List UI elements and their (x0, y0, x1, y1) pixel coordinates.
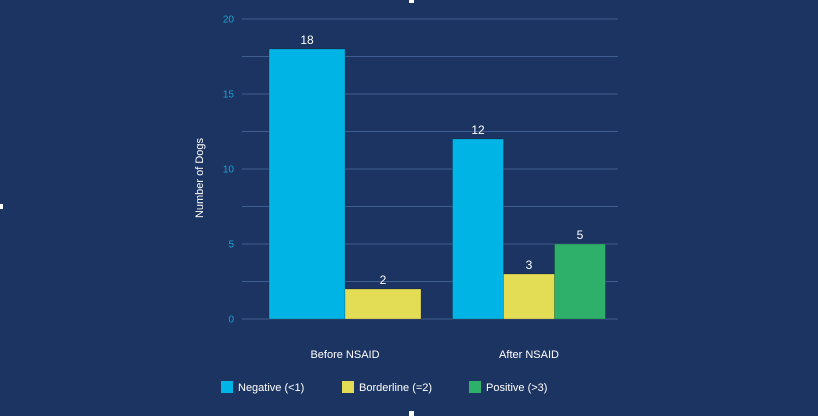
y-tick-label: 5 (228, 240, 234, 251)
legend-swatch (342, 381, 354, 393)
bars (268, 48, 606, 320)
legend-swatch (469, 381, 481, 393)
bar (268, 48, 346, 320)
legend: Negative (<1) Borderline (=2) Positive (>3… (221, 381, 547, 394)
category-label: Before NSAID (310, 349, 379, 361)
legend-label: Positive (>3) (486, 382, 547, 394)
y-axis-title: Number of Dogs (194, 137, 206, 218)
legend-label: Borderline (=2) (359, 382, 432, 394)
y-tick-label: 20 (223, 15, 235, 26)
legend-swatch (221, 381, 233, 393)
legend-label: Negative (<1) (238, 382, 304, 394)
x-axis-category-labels: Before NSAID After NSAID (310, 349, 559, 361)
data-label: 3 (526, 258, 533, 272)
legend-item: Borderline (=2) (342, 381, 432, 394)
y-tick-label: 15 (223, 90, 235, 101)
y-axis-tick-labels: 0 5 10 15 20 (223, 15, 235, 326)
bar (554, 243, 606, 320)
legend-item: Negative (<1) (221, 381, 304, 394)
selection-handle-left[interactable] (0, 204, 3, 209)
bar (452, 138, 504, 320)
y-tick-label: 0 (228, 315, 234, 326)
legend-item: Positive (>3) (469, 381, 547, 394)
data-labels: 18 2 12 3 5 (300, 33, 583, 287)
data-label: 2 (380, 273, 387, 287)
category-label: After NSAID (499, 349, 559, 361)
bar (503, 273, 555, 320)
data-label: 5 (577, 228, 584, 242)
data-label: 18 (300, 33, 314, 47)
bar (344, 288, 422, 320)
selection-handle-top[interactable] (409, 0, 414, 3)
data-label: 12 (471, 123, 485, 137)
y-tick-label: 10 (223, 165, 235, 176)
